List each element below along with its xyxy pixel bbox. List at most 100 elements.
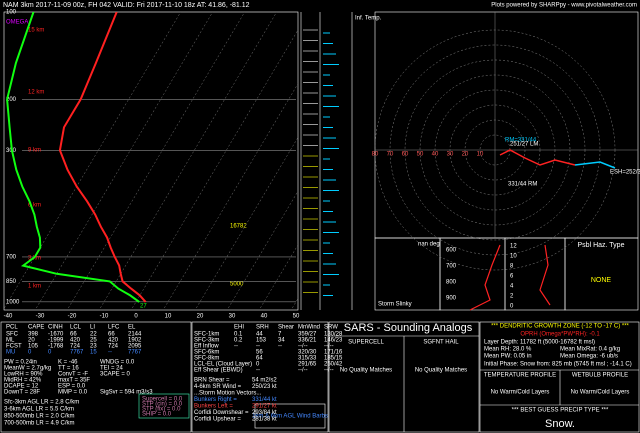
hodo-label: RM=331/44 bbox=[505, 138, 537, 144]
table-cell: 0 bbox=[48, 350, 52, 356]
table-cell: 0.1 bbox=[234, 332, 243, 338]
slinky-level: 800 bbox=[446, 280, 457, 286]
table-cell: 130/28 bbox=[324, 332, 343, 338]
table-cell: MidRH = 42% bbox=[4, 378, 42, 384]
table-cell: 1902 bbox=[128, 338, 142, 344]
slinky-title: Storm Slinky bbox=[378, 302, 412, 308]
table-header: SRH bbox=[256, 325, 269, 331]
inf-temp: Inf. Temp. bbox=[355, 16, 382, 22]
ring-label: 80 bbox=[372, 152, 379, 158]
height-label: 15 km bbox=[28, 28, 44, 34]
table-cell: ConvT = -F bbox=[58, 372, 88, 378]
hodo-trace bbox=[499, 149, 576, 166]
table-cell: 171/16 bbox=[324, 350, 343, 356]
table-cell: maxT = 35F bbox=[58, 378, 90, 384]
ring-label: 50 bbox=[417, 152, 424, 158]
ring-label: 60 bbox=[402, 152, 409, 158]
table-cell: Sfc-3km AGL LR = 2.8 C/km bbox=[4, 400, 79, 406]
table-header: EL bbox=[128, 325, 136, 331]
ring-label: 40 bbox=[432, 152, 439, 158]
x-tick-label: 40 bbox=[261, 314, 268, 320]
table-cell: FCST bbox=[6, 344, 22, 350]
isotherm bbox=[164, 83, 298, 309]
table-cell: 2095 bbox=[128, 344, 142, 350]
table-cell: 56 bbox=[256, 350, 263, 356]
table-cell: 724 bbox=[108, 344, 119, 350]
table-cell: SFC-8km bbox=[194, 356, 219, 362]
dgz-omega: Mean Omega: -6 ub/s bbox=[560, 354, 618, 360]
table-cell: LCL-EL (Cloud Layer) bbox=[194, 362, 252, 368]
height-level: 6 bbox=[510, 274, 514, 280]
y-tick-label: 700 bbox=[6, 255, 17, 261]
dgz-mixrat: Mean MixRat: 0.4 g/kg bbox=[560, 347, 620, 353]
height-label: 3 km bbox=[28, 256, 41, 262]
dgz-phase: Initial Phase: Snow from: 825 mb (5745 f… bbox=[484, 362, 632, 368]
table-cell: 281/38 kt bbox=[252, 417, 277, 423]
table-cell: 22 bbox=[90, 332, 97, 338]
omega-profile bbox=[539, 244, 551, 306]
table-cell: -- bbox=[108, 350, 112, 356]
height-level: 0 bbox=[510, 304, 514, 310]
height-level: 4 bbox=[510, 284, 514, 290]
table-cell: 7767 bbox=[128, 350, 142, 356]
x-tick-label: 10 bbox=[165, 314, 172, 320]
table-cell: 44 bbox=[256, 332, 263, 338]
table-header: SRW bbox=[324, 325, 338, 331]
table-cell: 105 bbox=[28, 344, 39, 350]
table-header: LI bbox=[90, 325, 95, 331]
table-cell: 0 bbox=[28, 350, 32, 356]
sars-hail: SGFNT HAIL bbox=[423, 340, 459, 346]
table-cell: MeanW = 2.7g/kg bbox=[4, 366, 51, 372]
table-cell: SFC-1km bbox=[194, 332, 219, 338]
dgz-pw: Mean PW: 0.05 in bbox=[484, 354, 532, 360]
hodo-label: 331/44 RM bbox=[508, 182, 537, 188]
dgz-top: 16782 bbox=[230, 224, 247, 230]
hazard-title: Psbl Haz. Type bbox=[578, 242, 625, 249]
table-cell: SFC bbox=[6, 332, 19, 338]
isotherm bbox=[196, 136, 298, 309]
table-cell: 0.2 bbox=[234, 338, 243, 344]
table-cell: Supercell = 0.0 bbox=[142, 397, 183, 403]
hodo-label: 251/27 LM bbox=[510, 142, 538, 148]
table-cell: SigSvr = 594 m3/s3 bbox=[100, 390, 153, 396]
table-cell: 250/23 kt bbox=[252, 384, 277, 390]
slinky-level: 700 bbox=[446, 264, 457, 270]
table-cell: 315/33 bbox=[298, 356, 317, 362]
table-cell: DCAPE = 12 bbox=[4, 384, 39, 390]
table-cell: --/-- bbox=[324, 368, 334, 374]
temp-profile: TEMPERATURE PROFILE bbox=[484, 373, 556, 379]
isotherm bbox=[68, 12, 245, 309]
warm-layers: No Warm/Cold Layers bbox=[571, 390, 630, 396]
slinky-level: 600 bbox=[446, 248, 457, 254]
table-cell: 64 bbox=[256, 356, 263, 362]
table-cell: STP (fix) = 0.0 bbox=[142, 407, 181, 413]
height-label: 1 km bbox=[28, 284, 41, 290]
sars-supercell: SUPERCELL bbox=[348, 340, 384, 346]
table-cell: 7 bbox=[278, 332, 282, 338]
table-cell: Corfidi Upshear = bbox=[194, 417, 241, 423]
table-cell: WNDG = 0.0 bbox=[100, 360, 135, 366]
isotherm bbox=[260, 244, 298, 309]
height-level: 12 bbox=[510, 244, 517, 250]
table-cell: Bunkers Right = bbox=[194, 397, 237, 403]
table-cell: 23 bbox=[90, 344, 97, 350]
table-cell: 291/27 kt bbox=[252, 404, 277, 410]
table-cell: Bunkers Left = bbox=[194, 404, 233, 410]
table-cell: 700-500mb LR = 4.9 C/km bbox=[4, 421, 75, 427]
table-cell: 724 bbox=[70, 344, 81, 350]
table-cell: SFC-3km bbox=[194, 338, 219, 344]
table-cell: 331/44 kt bbox=[252, 397, 277, 403]
dgz-title: *** DENDRITIC GROWTH ZONE (-12 TO -17 C)… bbox=[491, 324, 629, 330]
table-header: CINH bbox=[48, 325, 63, 331]
x-tick-label: -30 bbox=[36, 314, 45, 320]
sars-match: No Quality Matches bbox=[415, 368, 467, 374]
table-cell: -- bbox=[234, 344, 238, 350]
dgz-rh: Mean RH: 28.0 % bbox=[484, 347, 532, 353]
table-cell: 4-6km SR Wind = bbox=[194, 384, 242, 390]
y-tick-label: 850 bbox=[6, 279, 17, 285]
table-cell: ESP = 0.0 bbox=[58, 384, 86, 390]
x-tick-label: 50 bbox=[293, 314, 300, 320]
table-cell: ML bbox=[6, 338, 15, 344]
table-cell: --/-- bbox=[298, 368, 308, 374]
table-cell: -1768 bbox=[48, 344, 64, 350]
